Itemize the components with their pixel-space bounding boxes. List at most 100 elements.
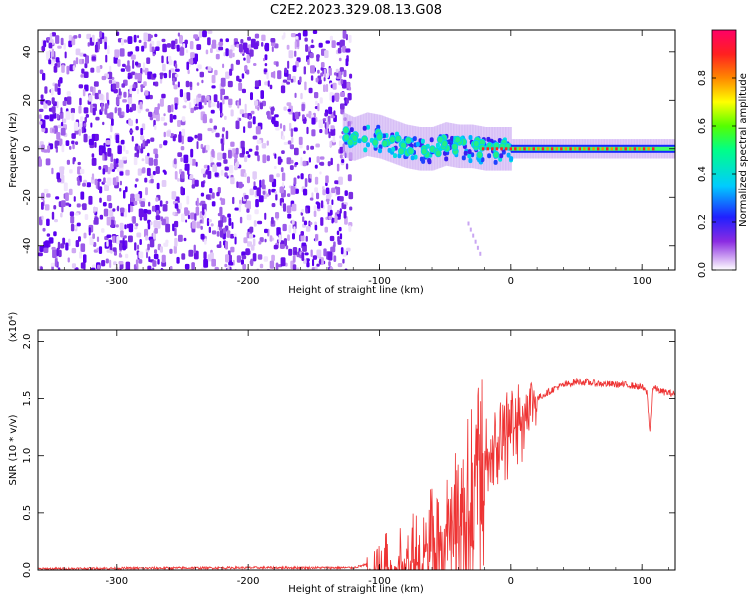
- heatmap-cell: [397, 147, 405, 156]
- heatmap-cell: [230, 246, 235, 253]
- heatmap-cell: [227, 213, 231, 218]
- heatmap-cell: [237, 101, 240, 109]
- heatmap-cell: [249, 49, 254, 57]
- heatmap-cell: [331, 40, 336, 48]
- heatmap-cell: [313, 210, 317, 217]
- snr-series-line: [38, 378, 675, 570]
- heatmap-cell: [196, 82, 200, 86]
- heatmap-cell: [303, 66, 306, 75]
- heatmap-cell: [90, 122, 93, 128]
- heatmap-cell: [381, 139, 389, 148]
- heatmap-cell: [218, 41, 224, 46]
- heatmap-cell: [108, 239, 112, 247]
- heatmap-cell: [85, 55, 89, 64]
- heatmap-cell: [114, 49, 120, 58]
- heatmap-cell: [223, 216, 227, 223]
- heatmap-cell: [137, 73, 142, 82]
- heatmap-cell: [150, 137, 155, 142]
- heatmap-cell: [173, 158, 177, 165]
- heatmap-cell: [301, 103, 305, 112]
- heatmap-cell: [64, 51, 67, 59]
- heatmap-cell: [174, 63, 178, 69]
- heatmap-cell: [327, 161, 331, 167]
- heatmap-cell: [314, 266, 318, 270]
- heatmap-cell: [328, 251, 333, 261]
- heatmap-cell: [427, 158, 432, 163]
- heatmap-cell: [310, 65, 315, 74]
- heatmap-peak-cell: [633, 147, 637, 151]
- heatmap-cell: [135, 193, 140, 202]
- heatmap-cell: [225, 71, 230, 79]
- heatmap-cell: [83, 53, 87, 57]
- heatmap-cell: [345, 163, 349, 170]
- heatmap-cell: [91, 173, 95, 180]
- heatmap-cell: [451, 142, 459, 151]
- heatmap-cell: [39, 157, 42, 167]
- heatmap-cell: [134, 242, 137, 251]
- heatmap-cell: [174, 203, 179, 209]
- heatmap-cell: [38, 252, 43, 257]
- heatmap-cell: [509, 156, 514, 162]
- heatmap-cell: [302, 160, 307, 167]
- heatmap-cell: [348, 225, 352, 232]
- heatmap-cell: [348, 191, 354, 200]
- heatmap-cell: [202, 207, 205, 216]
- heatmap-cell: [214, 172, 219, 177]
- heatmap-cell: [163, 72, 168, 79]
- heatmap-cell: [71, 112, 75, 121]
- heatmap-cell: [332, 244, 336, 253]
- heatmap-cell: [245, 151, 250, 155]
- heatmap-cell: [174, 103, 178, 110]
- heatmap-cell: [174, 171, 178, 180]
- heatmap-cell: [163, 141, 168, 146]
- heatmap-cell: [104, 107, 108, 115]
- heatmap-cell: [101, 75, 107, 81]
- spectrogram-xtick-label: -100: [368, 276, 391, 287]
- heatmap-cell: [407, 124, 410, 169]
- heatmap-cell: [119, 242, 123, 251]
- heatmap-cell: [112, 83, 117, 90]
- heatmap-cell: [300, 231, 304, 236]
- heatmap-cell: [93, 207, 98, 212]
- heatmap-cell: [236, 161, 240, 168]
- heatmap-cell: [225, 48, 229, 57]
- heatmap-cell: [311, 267, 316, 270]
- heatmap-cell: [153, 148, 158, 155]
- heatmap-cell: [203, 164, 209, 169]
- heatmap-cell: [118, 261, 124, 265]
- heatmap-cell: [195, 161, 198, 167]
- heatmap-cell: [60, 37, 64, 46]
- heatmap-cell: [190, 148, 194, 158]
- heatmap-cell: [210, 48, 213, 54]
- heatmap-cell: [307, 46, 311, 52]
- heatmap-cell: [156, 40, 161, 47]
- heatmap-cell: [349, 73, 353, 79]
- heatmap-cell: [378, 148, 382, 154]
- heatmap-cell: [271, 46, 274, 52]
- heatmap-cell: [499, 153, 504, 159]
- heatmap-cell: [85, 114, 89, 118]
- heatmap-signal-track: [342, 112, 675, 256]
- heatmap-cell: [109, 209, 114, 217]
- heatmap-cell: [168, 55, 172, 62]
- spectrogram-xtick-label: 100: [633, 276, 652, 287]
- heatmap-cell: [279, 123, 283, 129]
- heatmap-cell: [42, 72, 46, 81]
- heatmap-cell: [420, 138, 425, 144]
- heatmap-cell: [53, 231, 57, 237]
- heatmap-cell: [61, 200, 66, 207]
- heatmap-cell: [165, 200, 169, 205]
- heatmap-cell: [123, 91, 127, 98]
- heatmap-cell: [168, 69, 171, 79]
- heatmap-cell: [126, 65, 131, 72]
- heatmap-cell: [129, 85, 133, 94]
- heatmap-cell: [275, 212, 280, 219]
- heatmap-cell: [463, 150, 468, 156]
- heatmap-cell: [220, 138, 224, 144]
- heatmap-cell: [254, 209, 259, 215]
- heatmap-cell: [128, 235, 133, 243]
- heatmap-cell: [202, 30, 207, 38]
- heatmap-cell: [134, 72, 138, 80]
- heatmap-cell: [78, 84, 84, 89]
- heatmap-cell: [148, 111, 153, 117]
